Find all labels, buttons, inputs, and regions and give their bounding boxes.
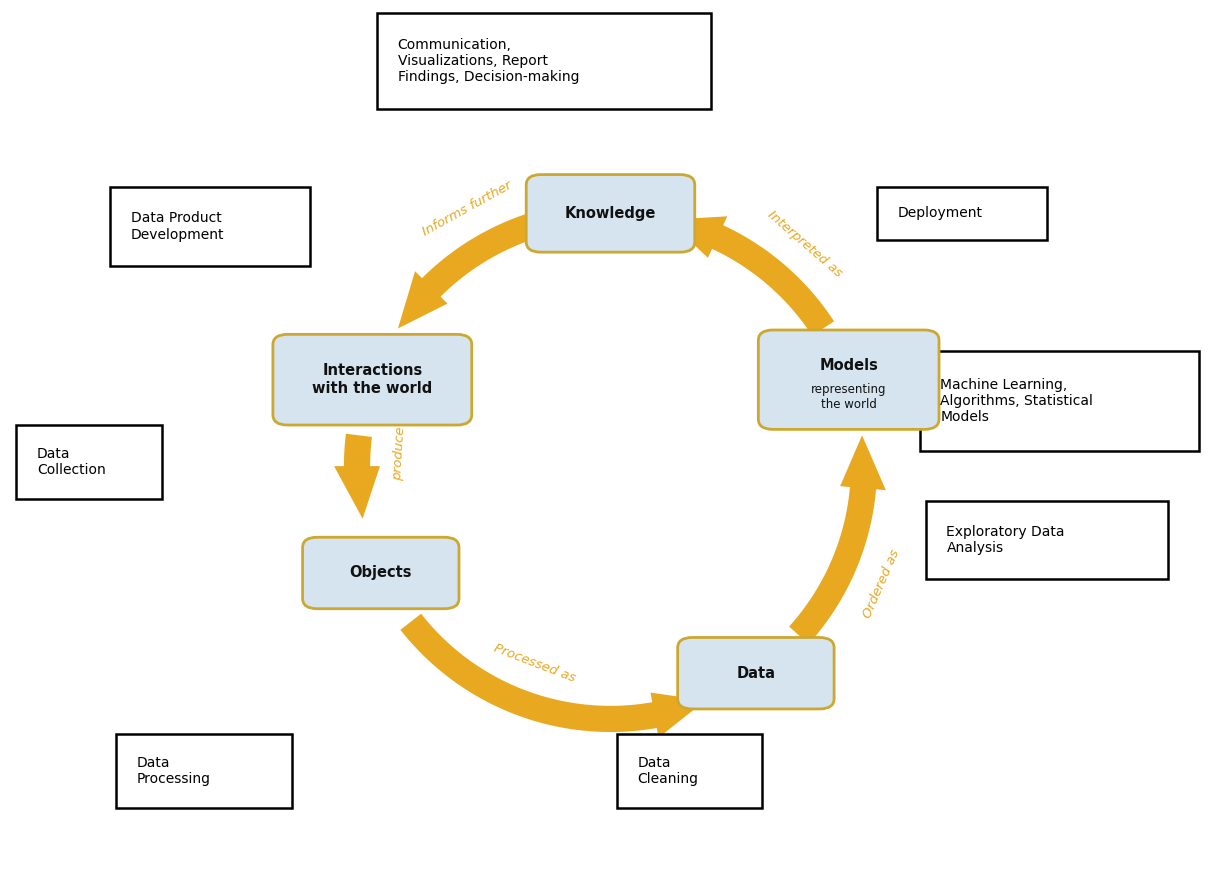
Text: Informs further: Informs further	[420, 179, 514, 238]
FancyBboxPatch shape	[116, 734, 292, 808]
Text: Data: Data	[736, 665, 775, 681]
Text: Exploratory Data
Analysis: Exploratory Data Analysis	[946, 525, 1065, 555]
Text: Machine Learning,
Algorithms, Statistical
Models: Machine Learning, Algorithms, Statistica…	[940, 378, 1093, 424]
FancyBboxPatch shape	[377, 13, 711, 109]
Text: Knowledge: Knowledge	[565, 206, 656, 221]
Text: produce: produce	[391, 426, 408, 480]
Text: Data Product
Development: Data Product Development	[131, 211, 225, 241]
FancyBboxPatch shape	[16, 425, 162, 499]
Polygon shape	[789, 436, 886, 644]
FancyBboxPatch shape	[877, 187, 1048, 239]
FancyBboxPatch shape	[926, 501, 1168, 579]
Text: Processed as: Processed as	[492, 642, 578, 685]
Text: Communication,
Visualizations, Report
Findings, Decision-making: Communication, Visualizations, Report Fi…	[398, 38, 579, 84]
Text: Interactions
with the world: Interactions with the world	[313, 363, 432, 396]
Text: Deployment: Deployment	[897, 207, 983, 220]
Polygon shape	[398, 207, 557, 328]
Polygon shape	[335, 434, 380, 518]
Polygon shape	[400, 613, 706, 737]
FancyBboxPatch shape	[110, 187, 310, 266]
FancyBboxPatch shape	[678, 637, 834, 709]
Text: Data
Collection: Data Collection	[37, 447, 106, 477]
Text: Ordered as: Ordered as	[861, 547, 902, 620]
FancyBboxPatch shape	[272, 334, 471, 425]
FancyBboxPatch shape	[758, 330, 939, 429]
Text: representing
the world: representing the world	[811, 383, 886, 411]
Text: Data
Cleaning: Data Cleaning	[637, 756, 698, 787]
Polygon shape	[668, 216, 834, 335]
FancyBboxPatch shape	[526, 174, 695, 253]
FancyBboxPatch shape	[617, 734, 762, 808]
FancyBboxPatch shape	[303, 538, 459, 609]
FancyBboxPatch shape	[919, 350, 1199, 451]
Text: Data
Processing: Data Processing	[137, 756, 211, 787]
Text: Interpreted as: Interpreted as	[764, 208, 844, 280]
Text: Models: Models	[819, 358, 878, 373]
Text: Objects: Objects	[349, 566, 411, 581]
